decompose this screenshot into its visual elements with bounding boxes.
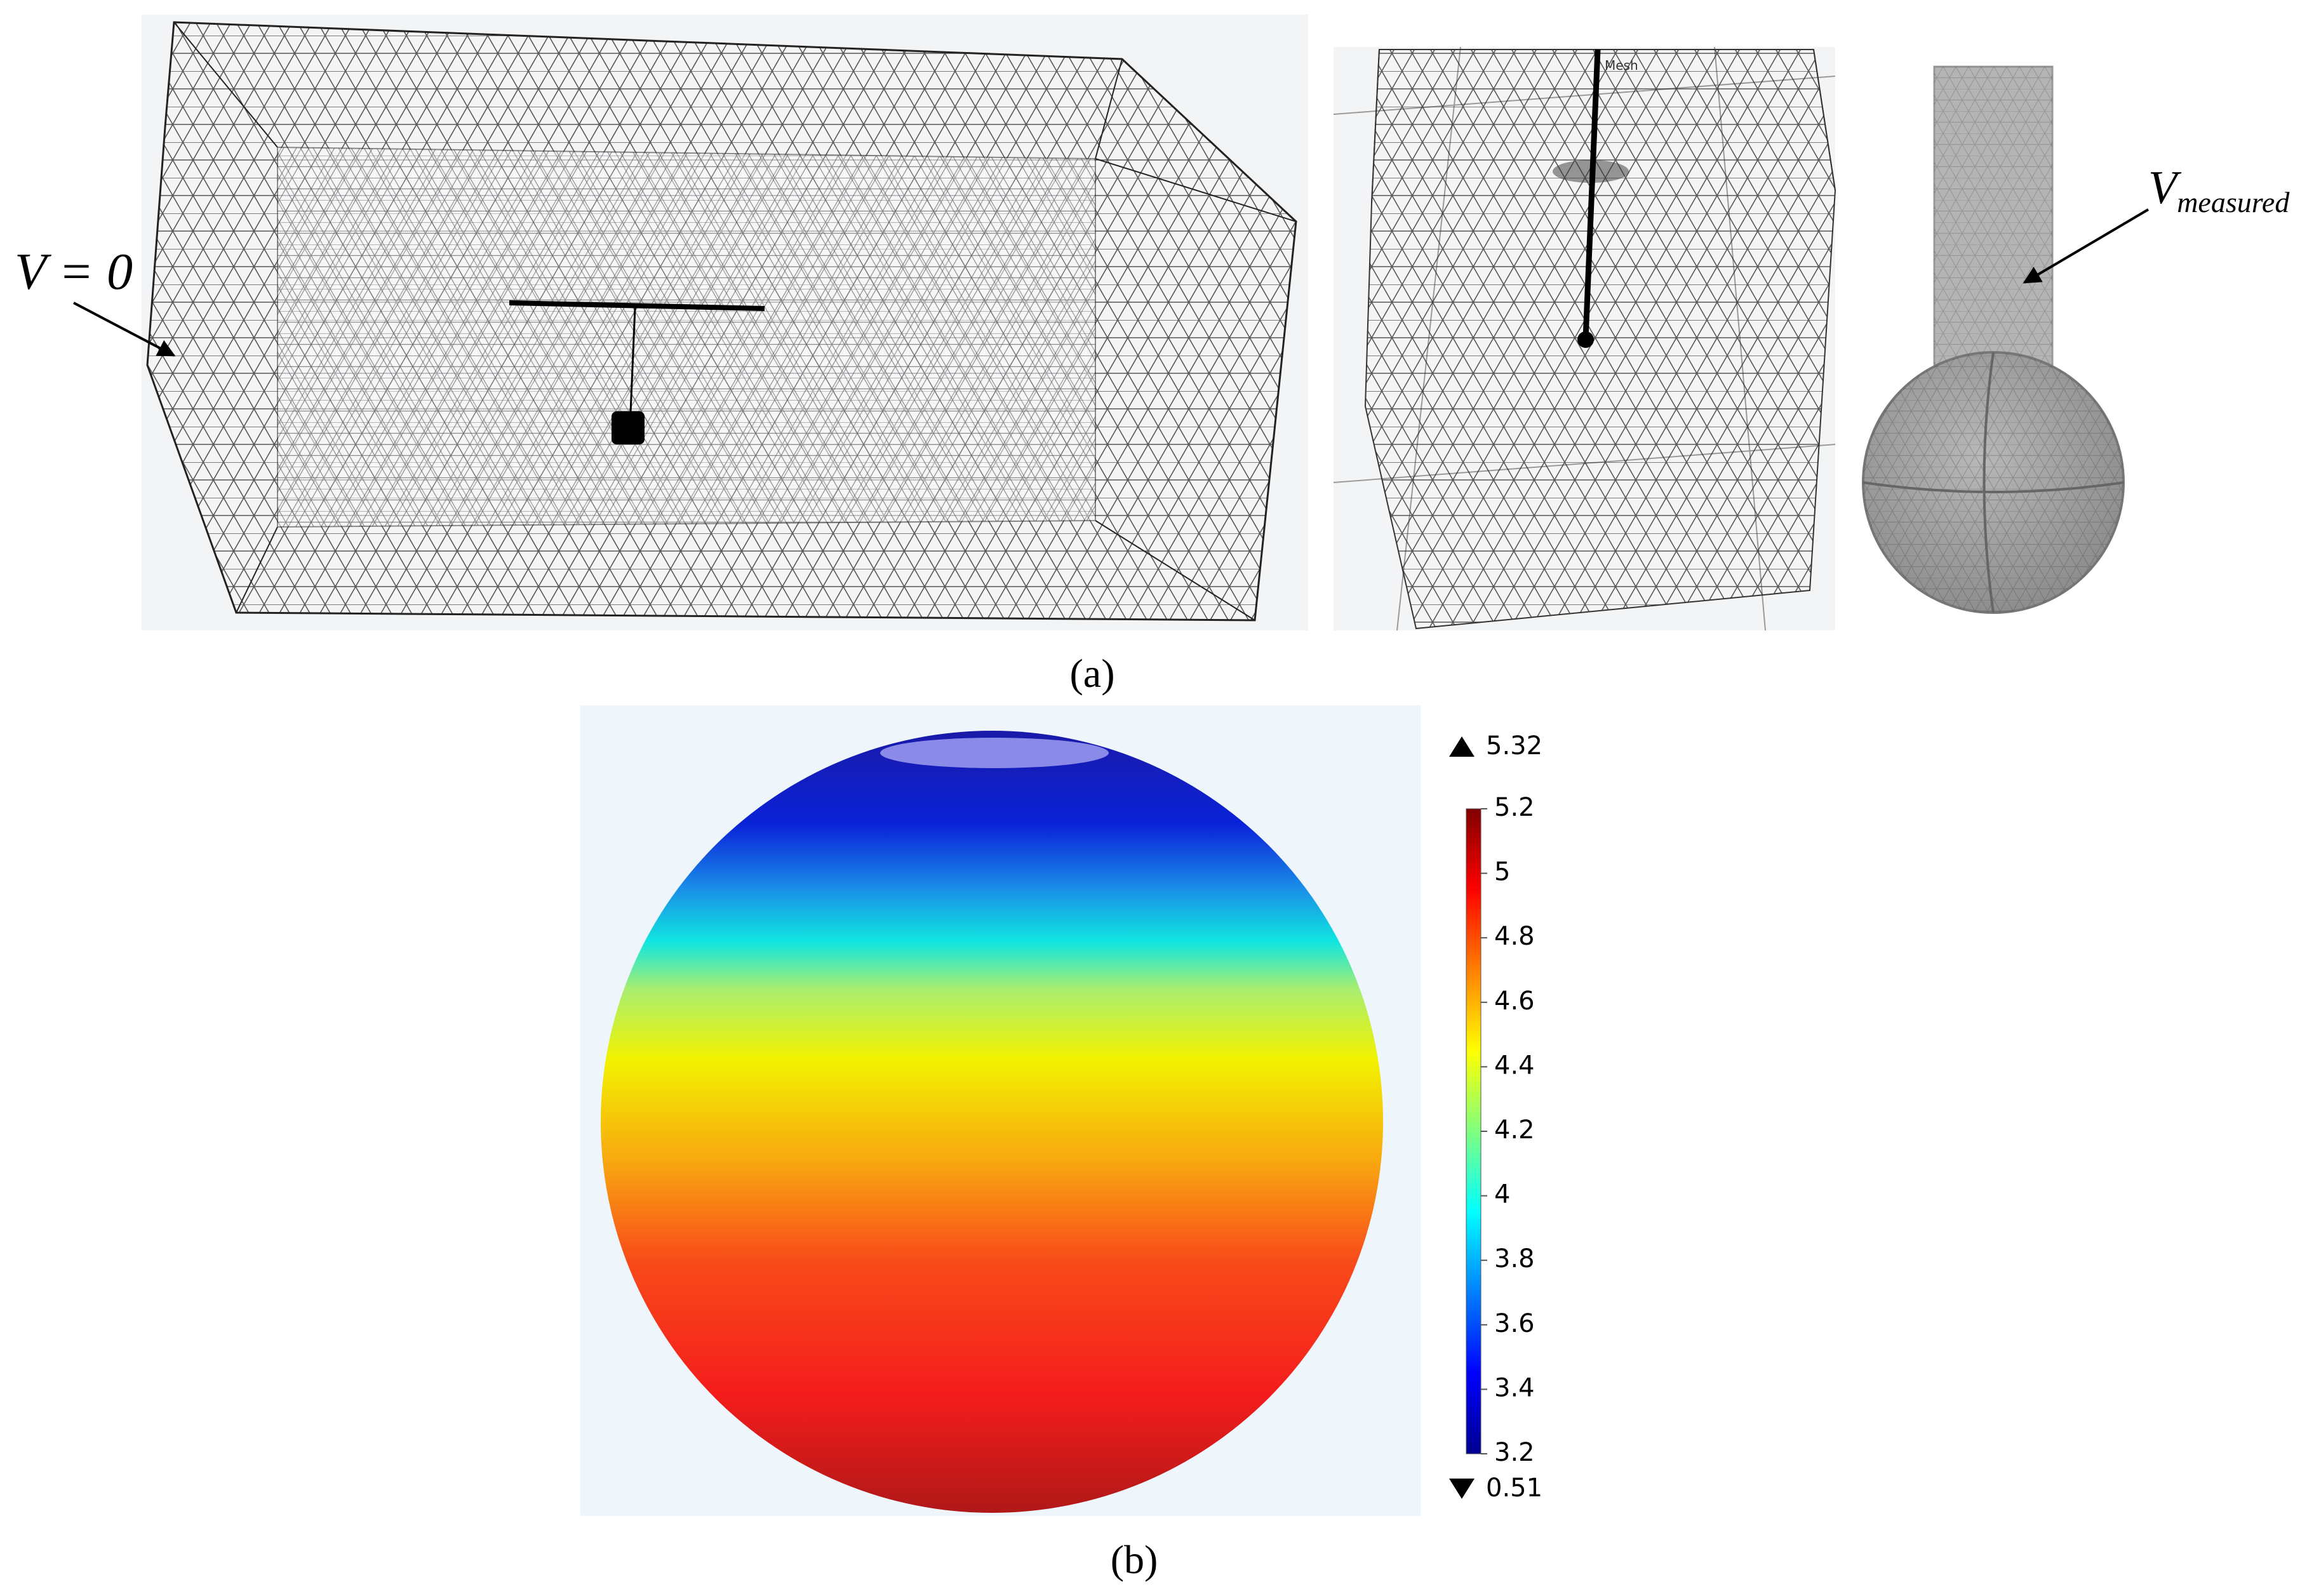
panel-caption: (b)	[1111, 1537, 1158, 1582]
tick-label: 4.4	[1494, 1051, 1535, 1080]
box-edges	[173, 22, 1297, 621]
colorbar	[1466, 808, 1481, 1454]
electrode-lead	[629, 307, 636, 413]
electrode-tip	[1577, 331, 1594, 348]
tick-label: 3.4	[1494, 1373, 1535, 1402]
sphere-seams	[1863, 352, 2124, 613]
tick-label: 4.6	[1494, 987, 1535, 1016]
arrow	[2023, 208, 2150, 284]
mesh-tag: Mesh	[1605, 58, 1638, 73]
tick-label: 4	[1494, 1180, 1510, 1209]
probe-block	[612, 411, 645, 444]
min-marker	[1449, 1479, 1475, 1499]
sphere-top	[880, 738, 1109, 768]
max-marker	[1449, 736, 1475, 757]
measured-label: Vmeasured	[2148, 162, 2290, 218]
tick-label: 3.8	[1494, 1244, 1535, 1273]
domain-mesh	[1364, 49, 1836, 630]
electrode-rod	[1933, 65, 2054, 379]
electrode-wire	[509, 300, 765, 311]
colorbar-min: 0.51	[1486, 1473, 1542, 1503]
subscript: measured	[2177, 186, 2290, 218]
symbol: V	[2148, 162, 2182, 214]
inner-mesh	[278, 147, 1095, 527]
colorbar-max: 5.32	[1486, 731, 1542, 761]
sphere-mesh	[1863, 352, 2123, 613]
tick-label: 3.6	[1494, 1309, 1535, 1338]
tick-label: 5	[1494, 858, 1510, 887]
panel-caption: (a)	[1069, 651, 1114, 696]
tick-label: 4.8	[1494, 922, 1535, 951]
electrode-rod	[1582, 49, 1601, 339]
tick-label: 3.2	[1494, 1438, 1535, 1467]
colorbar-ticks: 3.2 3.4 3.6 3.8 4 4.2 4.4 4.6 4.8 5 5.2	[1481, 793, 1535, 1467]
tick-label: 5.2	[1494, 793, 1535, 822]
potential-sphere	[601, 731, 1383, 1513]
boundary-label: V = 0	[15, 243, 133, 300]
arrow	[73, 302, 176, 357]
tick-label: 4.2	[1494, 1115, 1535, 1145]
box-edges	[1371, 49, 1836, 204]
